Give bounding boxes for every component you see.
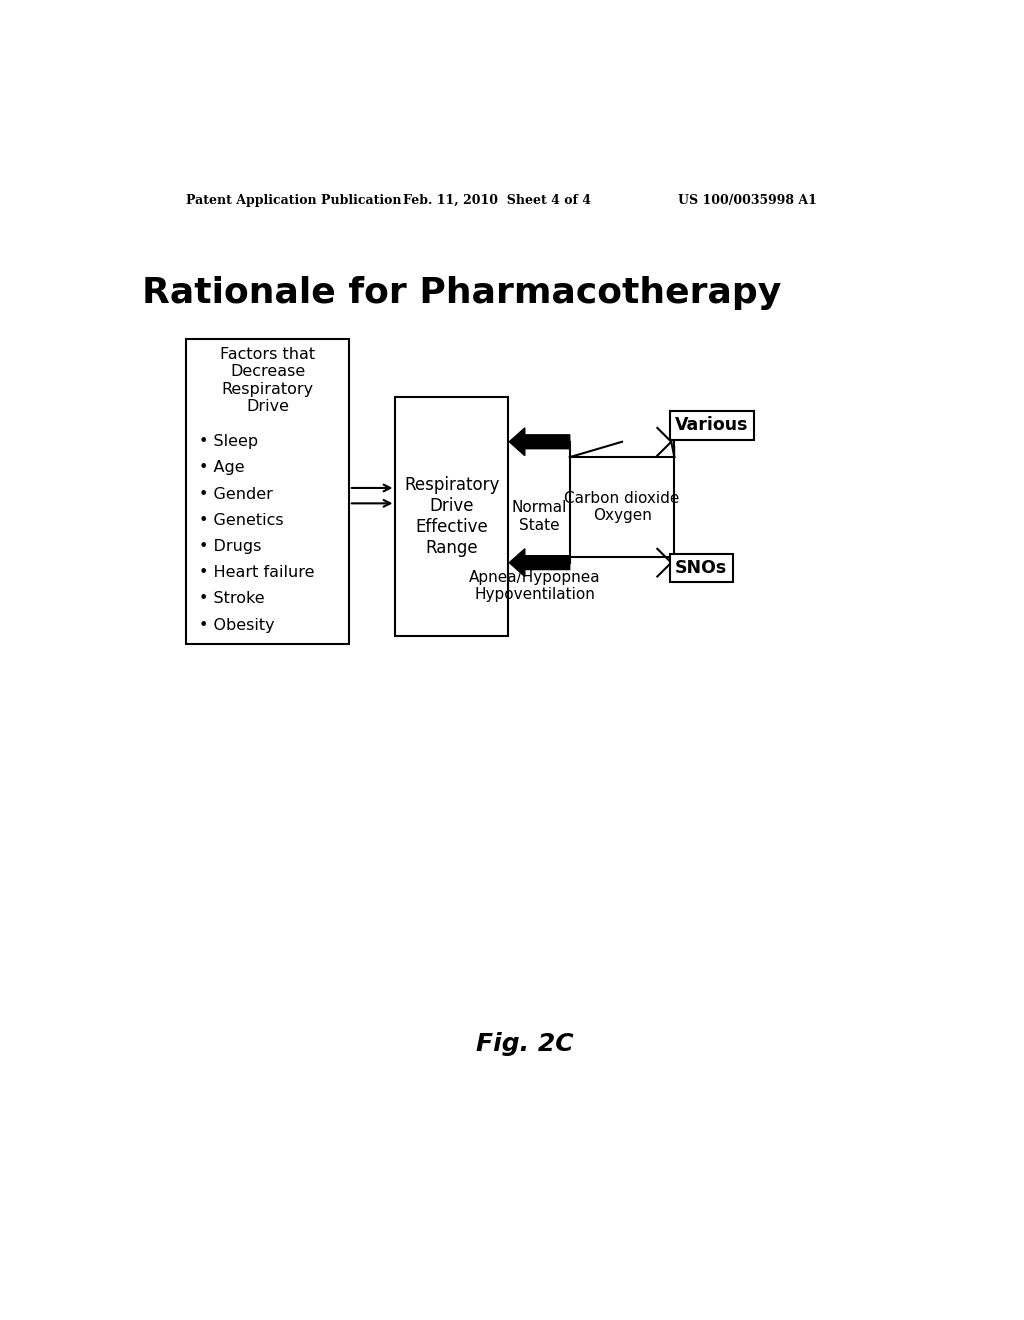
Text: • Gender: • Gender xyxy=(199,487,272,502)
Text: Normal
State: Normal State xyxy=(512,500,567,533)
Bar xyxy=(569,457,675,557)
Text: Various: Various xyxy=(675,416,749,434)
Text: SNOs: SNOs xyxy=(675,558,727,577)
Text: Patent Application Publication: Patent Application Publication xyxy=(186,194,401,207)
Text: Respiratory
Drive
Effective
Range: Respiratory Drive Effective Range xyxy=(403,477,500,557)
Text: Carbon dioxide
Oxygen: Carbon dioxide Oxygen xyxy=(564,491,680,524)
Text: • Sleep: • Sleep xyxy=(199,434,258,449)
Text: • Heart failure: • Heart failure xyxy=(199,565,314,581)
Bar xyxy=(186,339,349,644)
Text: • Drugs: • Drugs xyxy=(199,539,261,554)
FancyArrow shape xyxy=(509,428,569,455)
Text: Rationale for Pharmacotherapy: Rationale for Pharmacotherapy xyxy=(141,276,781,310)
Text: Fig. 2C: Fig. 2C xyxy=(476,1032,573,1056)
Bar xyxy=(395,397,508,636)
Text: • Age: • Age xyxy=(199,461,244,475)
Text: Apnea/Hypopnea
Hypoventilation: Apnea/Hypopnea Hypoventilation xyxy=(469,569,601,602)
FancyArrow shape xyxy=(509,549,569,577)
Text: • Obesity: • Obesity xyxy=(199,618,274,632)
Text: Feb. 11, 2010  Sheet 4 of 4: Feb. 11, 2010 Sheet 4 of 4 xyxy=(403,194,591,207)
Text: • Genetics: • Genetics xyxy=(199,512,284,528)
Text: Factors that
Decrease
Respiratory
Drive: Factors that Decrease Respiratory Drive xyxy=(220,347,315,414)
Text: US 100/0035998 A1: US 100/0035998 A1 xyxy=(678,194,817,207)
Text: • Stroke: • Stroke xyxy=(199,591,264,606)
